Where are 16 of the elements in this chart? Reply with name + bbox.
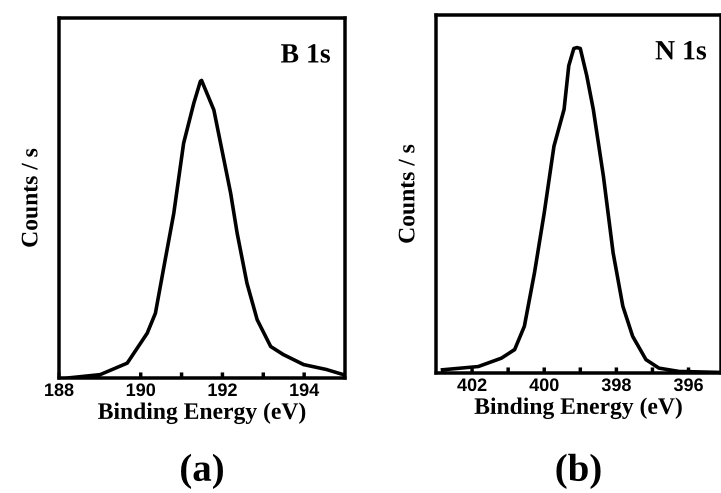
y-axis-title: Counts / s: [22, 148, 38, 247]
x-tick-label: 190: [126, 383, 156, 396]
x-tick-label: 402: [457, 378, 486, 392]
annotation: N 1s: [656, 41, 706, 60]
x-tick-label: 194: [290, 383, 320, 396]
x-tick-label: 192: [208, 383, 237, 396]
x-tick-label: 400: [529, 378, 559, 392]
x-tick-label: 396: [674, 378, 703, 392]
x-tick-label: 188: [45, 383, 74, 396]
y-axis-title: Counts / s: [398, 144, 415, 243]
text: B 1s: [280, 44, 330, 63]
text: (b): [556, 454, 601, 489]
x-tick-label: 398: [602, 378, 631, 392]
x-axis-title: Binding Energy (eV): [474, 397, 682, 420]
x-axis-title: Binding Energy (eV): [98, 402, 306, 424]
text: (a): [181, 454, 223, 489]
